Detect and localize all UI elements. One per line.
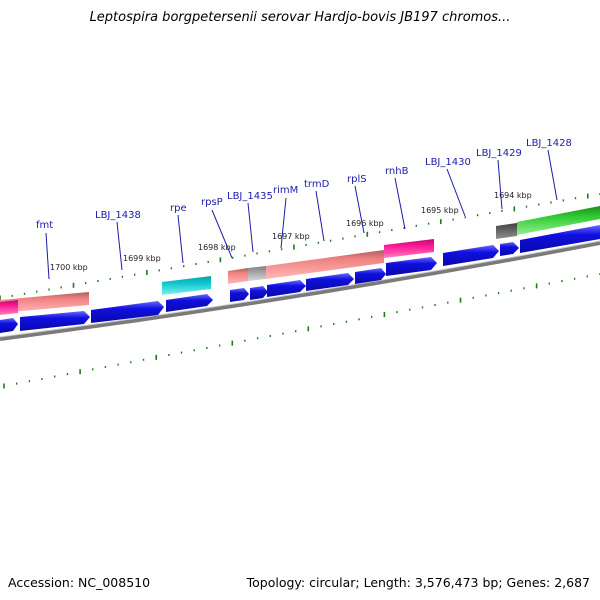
gene-label-rimM[interactable]: rimM [273,185,298,196]
pseudo-feature-rnhB[interactable] [384,239,434,258]
gene-label-rplS[interactable]: rplS [347,174,367,185]
leader-lbj1429 [497,159,503,210]
chromosome-backbone-highlight [0,240,600,338]
gene-arrow-7[interactable] [267,280,306,297]
leader-rimM [280,197,287,249]
kbp-label-1696: 1696 kbp [346,219,384,228]
gene-label-rpe[interactable]: rpe [170,203,187,214]
chromosome-backbone [0,241,600,341]
rrna-feature-left[interactable] [0,292,89,313]
gene-label-rpsP[interactable]: rpsP [201,197,223,208]
gene-features [0,206,600,333]
gene-labels: fmt LBJ_1438 rpe rpsP LBJ_1435 rimM trmD… [36,138,572,231]
leader-rpsP [211,209,233,259]
kbp-label-1699: 1699 kbp [123,254,161,263]
gene-arrow-13[interactable] [520,225,600,253]
kbp-label-1698: 1698 kbp [198,243,236,252]
gene-label-lbj1430[interactable]: LBJ_1430 [425,157,471,168]
gene-label-lbj1438[interactable]: LBJ_1438 [95,210,141,221]
gene-arrow-10[interactable] [386,257,437,276]
leader-rpe [177,214,184,264]
leader-fmt [45,232,50,280]
gene-arrow-12[interactable] [500,242,519,256]
green-feature-lbj1428[interactable] [517,206,600,235]
gene-arrow-4[interactable] [166,294,213,312]
gene-label-trmD[interactable]: trmD [304,179,330,190]
leader-rplS [354,185,365,234]
gene-label-leaders [45,149,558,280]
kbp-label-1697: 1697 kbp [272,232,310,241]
gene-label-rnhB[interactable]: rnhB [385,166,409,177]
leader-trmD [315,190,325,242]
gene-label-lbj1429[interactable]: LBJ_1429 [476,148,522,159]
leader-lbj1435 [247,202,254,253]
gene-arrow-11[interactable] [443,245,499,266]
kbp-labels: 1700 kbp 1699 kbp 1698 kbp 1697 kbp 1696… [50,191,532,272]
leader-lbj1438 [116,221,123,271]
genome-summary-text: Topology: circular; Length: 3,576,473 bp… [246,575,590,590]
dark-gray-feature[interactable] [496,223,517,239]
scale-ticks [0,193,600,389]
gene-arrow-3[interactable] [91,301,164,323]
leader-lbj1428 [547,149,558,201]
leader-lbj1430 [446,168,466,217]
gene-arrow-2[interactable] [20,311,90,331]
accession-text: Accession: NC_008510 [8,575,151,590]
kbp-label-1694: 1694 kbp [494,191,532,200]
gene-label-lbj1435[interactable]: LBJ_1435 [227,191,273,202]
gray-feature[interactable] [248,266,266,281]
rrna-feature-main[interactable] [266,250,384,279]
gene-arrow-9[interactable] [355,268,386,284]
pseudo-feature-left[interactable] [0,300,18,315]
gene-arrow-6[interactable] [250,286,268,300]
gene-label-lbj1428[interactable]: LBJ_1428 [526,138,572,149]
gene-arrow-5[interactable] [230,288,249,302]
gene-arrow-8[interactable] [306,273,354,291]
leader-rnhB [394,177,406,230]
gene-arrow-1[interactable] [0,318,18,333]
map-title: Leptospira borgpetersenii serovar Hardjo… [89,10,511,25]
kbp-label-1700: 1700 kbp [50,263,88,272]
rrna-feature-small[interactable] [228,268,248,284]
gene-label-fmt[interactable]: fmt [36,220,53,231]
kbp-label-1695: 1695 kbp [421,206,459,215]
cyan-feature-rpe[interactable] [162,276,211,295]
